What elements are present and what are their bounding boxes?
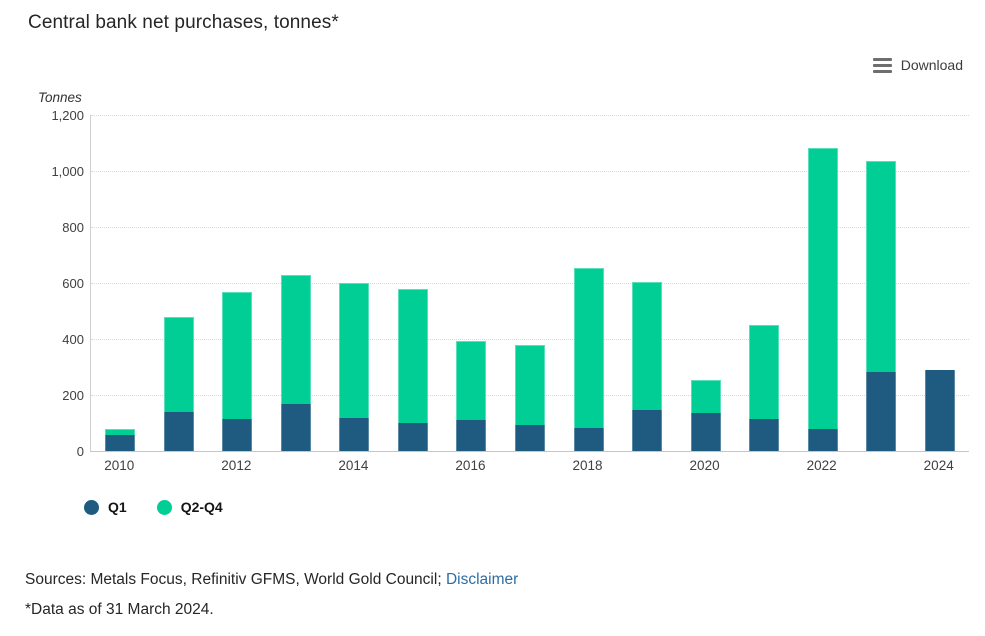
x-tick-label (734, 458, 793, 473)
bar-2011[interactable] (163, 316, 194, 451)
y-tick-label: 800 (62, 220, 84, 235)
bar-segment-2010-Q2-Q4[interactable] (105, 428, 136, 435)
disclaimer-link[interactable]: Disclaimer (445, 571, 519, 588)
bar-segment-2018-Q1[interactable] (573, 428, 604, 451)
bar-segment-2012-Q1[interactable] (222, 418, 253, 451)
bar-segment-2019-Q2-Q4[interactable] (632, 281, 663, 411)
footnote-text: *Data as of 31 March 2024. (25, 601, 214, 618)
bar-segment-2017-Q2-Q4[interactable] (514, 344, 545, 426)
bar-2023[interactable] (866, 160, 897, 451)
bar-2016[interactable] (456, 341, 487, 451)
bar-segment-2023-Q2-Q4[interactable] (866, 160, 897, 372)
bar-segment-2010-Q1[interactable] (105, 434, 136, 451)
bar-segment-2013-Q1[interactable] (280, 404, 311, 451)
bar-segment-2016-Q2-Q4[interactable] (456, 341, 487, 421)
x-tick-label: 2010 (104, 458, 135, 473)
legend-item-q2-q4[interactable]: Q2-Q4 (156, 499, 223, 515)
y-axis-labels: 0 200 400 600 800 1,000 1,200 (0, 108, 84, 459)
y-axis-title: Tonnes (38, 90, 82, 105)
bars (91, 115, 969, 451)
download-menu-icon (872, 57, 892, 73)
legend: Q1 Q2-Q4 (84, 499, 223, 515)
bar-2022[interactable] (807, 148, 838, 451)
bar-segment-2021-Q1[interactable] (749, 419, 780, 451)
bar-segment-2019-Q1[interactable] (632, 410, 663, 451)
bar-segment-2014-Q2-Q4[interactable] (339, 283, 370, 418)
x-tick-label: 2020 (689, 458, 720, 473)
bar-segment-2011-Q2-Q4[interactable] (163, 316, 194, 413)
bar-2018[interactable] (573, 267, 604, 451)
bar-segment-2023-Q1[interactable] (866, 371, 897, 451)
y-tick-label: 200 (62, 388, 84, 403)
bar-segment-2020-Q2-Q4[interactable] (690, 379, 721, 413)
bar-2012[interactable] (222, 291, 253, 451)
download-label: Download (900, 57, 963, 73)
bar-segment-2015-Q1[interactable] (397, 423, 428, 451)
sources-prefix: Sources: Metals Focus, Refinitiv GFMS, W… (25, 571, 442, 588)
x-tick-label: 2022 (806, 458, 837, 473)
y-tick-label: 1,200 (51, 108, 84, 123)
x-tick-label: 2018 (572, 458, 603, 473)
x-tick-label (851, 458, 910, 473)
legend-item-q1[interactable]: Q1 (84, 499, 127, 515)
bar-2021[interactable] (749, 325, 780, 451)
bar-2019[interactable] (632, 281, 663, 451)
bar-segment-2017-Q1[interactable] (514, 425, 545, 451)
q2-q4-color-dot (156, 499, 172, 515)
bar-segment-2024-Q1[interactable] (924, 369, 955, 451)
sources-text: Sources: Metals Focus, Refinitiv GFMS, W… (25, 571, 518, 589)
y-tick-label: 1,000 (51, 164, 84, 179)
x-tick-label: 2012 (221, 458, 252, 473)
bar-segment-2012-Q2-Q4[interactable] (222, 291, 253, 419)
bar-2010[interactable] (105, 428, 136, 451)
bar-segment-2022-Q2-Q4[interactable] (807, 148, 838, 430)
y-tick-label: 600 (62, 276, 84, 291)
x-tick-label (266, 458, 325, 473)
legend-label-q1: Q1 (108, 499, 127, 515)
bar-segment-2021-Q2-Q4[interactable] (749, 325, 780, 420)
download-button[interactable]: Download (872, 57, 963, 73)
x-tick-label (617, 458, 676, 473)
bar-2020[interactable] (690, 379, 721, 451)
x-axis-labels: 2010 2012 2014 2016 2018 2020 2022 2024 (90, 458, 968, 473)
x-tick-label (383, 458, 442, 473)
chart-title: Central bank net purchases, tonnes* (28, 12, 339, 33)
bar-2024[interactable] (924, 369, 955, 451)
y-tick-label: 400 (62, 332, 84, 347)
bar-segment-2015-Q2-Q4[interactable] (397, 289, 428, 423)
x-tick-label: 2024 (923, 458, 954, 473)
bar-2014[interactable] (339, 283, 370, 451)
bar-2013[interactable] (280, 274, 311, 451)
q1-color-dot (84, 499, 99, 515)
bar-segment-2020-Q1[interactable] (690, 412, 721, 451)
legend-label-q2-q4: Q2-Q4 (180, 499, 223, 515)
bar-segment-2016-Q1[interactable] (456, 420, 487, 451)
bar-segment-2018-Q2-Q4[interactable] (573, 267, 604, 429)
x-tick-label (500, 458, 559, 473)
y-tick-label: 0 (76, 444, 84, 459)
bar-2017[interactable] (514, 344, 545, 451)
plot-area (90, 115, 969, 452)
bar-segment-2022-Q1[interactable] (807, 429, 838, 451)
x-tick-label: 2016 (455, 458, 486, 473)
bar-segment-2014-Q1[interactable] (339, 417, 370, 451)
bar-segment-2013-Q2-Q4[interactable] (280, 274, 311, 405)
x-tick-label: 2014 (338, 458, 369, 473)
bar-2015[interactable] (397, 289, 428, 451)
x-tick-label (149, 458, 208, 473)
bar-segment-2011-Q1[interactable] (163, 412, 194, 451)
